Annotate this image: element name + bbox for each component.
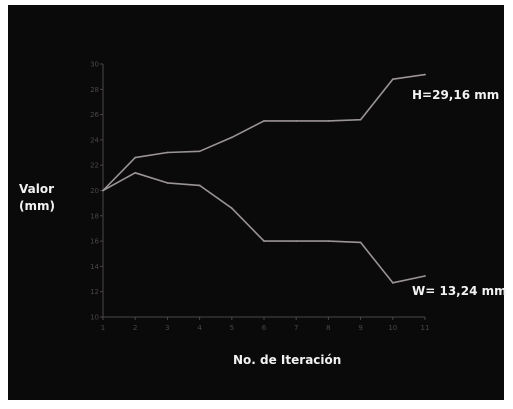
x-tick-label: 3 (165, 324, 169, 332)
series-point-h (359, 118, 362, 121)
y-tick-label: 28 (90, 86, 99, 94)
y-tick-label: 12 (90, 288, 99, 296)
y-tick-label: 16 (90, 238, 99, 246)
series-point-w (424, 275, 426, 277)
x-tick-label: 6 (262, 324, 267, 332)
x-tick-label: 4 (197, 324, 202, 332)
series-point-w (230, 207, 233, 210)
series-point-h (166, 151, 169, 154)
series-point-w (198, 184, 201, 187)
series-point-h (295, 120, 298, 122)
y-tick-label: 30 (90, 61, 99, 69)
series-point-w (359, 241, 362, 244)
series-point-h (263, 120, 265, 122)
series-point-w (295, 240, 298, 243)
chart-photo (8, 5, 504, 400)
series-point-w (391, 281, 394, 284)
x-tick-label: 1 (101, 324, 105, 332)
w-series-annotation: W= 13,24 mm (412, 284, 507, 298)
y-tick-label: 20 (90, 187, 99, 195)
series-point-w (166, 182, 169, 184)
x-tick-label: 7 (294, 324, 298, 332)
series-point-w (263, 240, 265, 243)
series-point-w (134, 171, 137, 174)
x-axis-label: No. de Iteración (233, 353, 342, 367)
chart-series (102, 73, 426, 284)
x-tick-label: 8 (326, 324, 330, 332)
y-tick-label: 10 (90, 314, 99, 322)
series-point-w (327, 240, 330, 243)
chart-axes (102, 64, 425, 318)
x-tick-label: 5 (230, 324, 234, 332)
h-series-annotation: H=29,16 mm (412, 88, 500, 102)
y-tick-label: 26 (90, 111, 99, 119)
x-tick-label: 11 (421, 324, 430, 332)
y-axis-label-line1: Valor (19, 182, 55, 196)
y-tick-label: 24 (90, 136, 99, 144)
series-point-h (327, 120, 330, 122)
x-tick-label: 9 (358, 324, 362, 332)
series-point-h (198, 150, 201, 153)
series-line-h (102, 73, 426, 192)
y-tick-label: 22 (90, 162, 99, 170)
series-point-h (391, 78, 394, 81)
y-axis-label: Valor (mm) (19, 181, 64, 215)
series-line-w (102, 172, 426, 284)
y-axis-label-line2: (mm) (19, 199, 55, 213)
series-point-h (424, 73, 426, 76)
series-point-h (134, 156, 137, 159)
series-point-w (102, 189, 104, 192)
y-tick-label: 14 (90, 263, 99, 271)
x-tick-label: 2 (133, 324, 137, 332)
x-tick-label: 10 (388, 324, 397, 332)
series-point-h (230, 136, 233, 139)
y-tick-label: 18 (90, 212, 99, 220)
